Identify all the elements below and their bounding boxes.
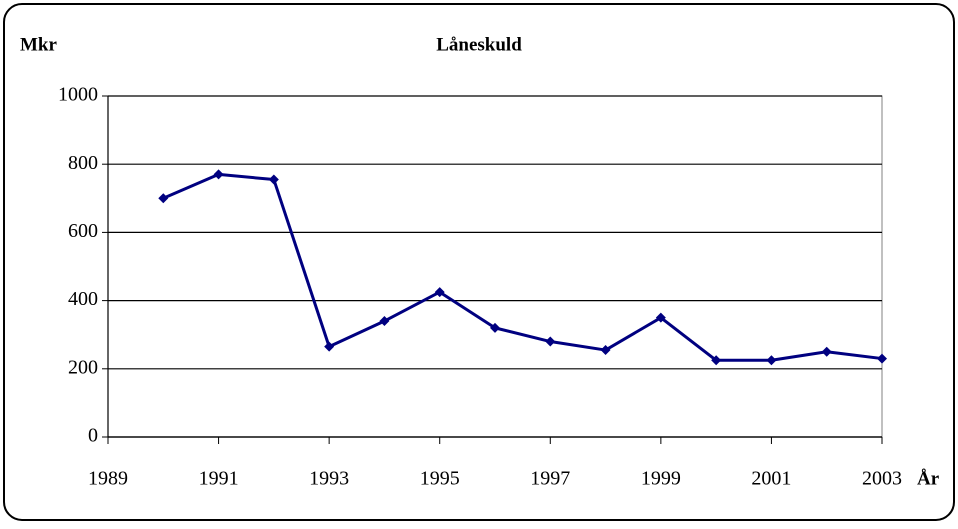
marker (213, 169, 224, 180)
marker (766, 355, 777, 366)
marker (655, 312, 666, 323)
y-tick-label: 400 (68, 288, 98, 310)
y-tick-label: 1000 (58, 84, 98, 106)
y-tick-label: 800 (68, 152, 98, 174)
marker (490, 322, 500, 333)
y-tick-label: 200 (68, 356, 98, 378)
marker (821, 346, 832, 357)
marker (711, 355, 722, 366)
chart-frame (3, 3, 955, 521)
marker (158, 193, 169, 204)
x-tick-label: 1999 (641, 468, 681, 490)
marker (877, 353, 887, 364)
marker (379, 316, 390, 327)
x-tick-label: 2003 (862, 468, 902, 490)
chart-title: Låneskuld (436, 34, 522, 55)
y-tick-label: 600 (68, 220, 98, 242)
x-tick-label: 1995 (420, 468, 460, 490)
y-axis-label: Mkr (20, 34, 58, 55)
x-tick-label: 1989 (88, 468, 128, 490)
line (162, 172, 883, 362)
x-tick-label: 1997 (530, 468, 570, 490)
marker (324, 341, 335, 352)
marker (434, 287, 445, 298)
marker (600, 345, 611, 356)
x-tick-label: 2001 (751, 468, 791, 490)
x-tick-label: 1991 (199, 468, 239, 490)
x-axis-label: År (917, 468, 940, 489)
marker (545, 336, 556, 347)
y-tick-label: 0 (88, 425, 98, 447)
marker (268, 174, 279, 185)
x-tick-label: 1993 (309, 468, 349, 490)
